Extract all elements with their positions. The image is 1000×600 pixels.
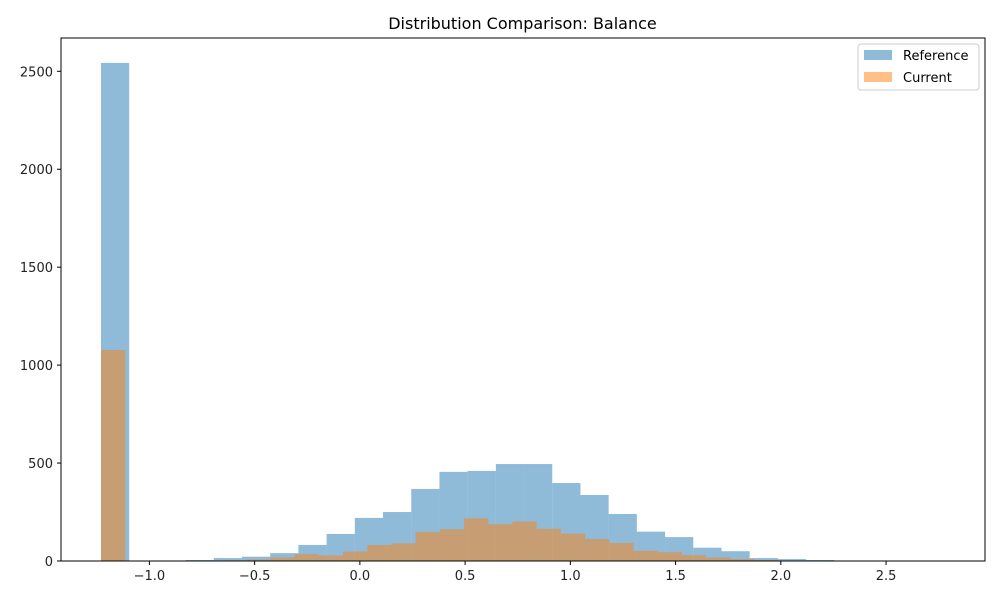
histogram-bar-reference bbox=[721, 551, 750, 561]
histogram-bar-current bbox=[730, 559, 755, 561]
x-tick-label: 1.0 bbox=[560, 569, 581, 584]
histogram-bar-reference bbox=[242, 556, 271, 561]
histogram-bar-current bbox=[488, 524, 513, 561]
histogram-bar-current bbox=[464, 518, 489, 561]
legend-swatch-reference bbox=[864, 50, 892, 60]
histogram-bar-current bbox=[246, 559, 271, 561]
y-axis: 0 500 1000 1500 2000 2500 bbox=[20, 65, 61, 570]
histogram-bar-current bbox=[100, 350, 126, 561]
histogram-bar-current bbox=[706, 557, 731, 561]
histogram-bar-current bbox=[633, 550, 658, 561]
x-tick-label: 0.0 bbox=[350, 569, 371, 584]
legend: Reference Current bbox=[857, 43, 980, 91]
chart-title: Distribution Comparison: Balance bbox=[388, 14, 657, 33]
x-tick-label: 1.5 bbox=[665, 569, 686, 584]
histogram-bar-current bbox=[343, 551, 368, 561]
histogram-bar-reference bbox=[213, 558, 243, 561]
histogram-bar-current bbox=[560, 533, 586, 561]
histogram-bar-current bbox=[609, 542, 634, 561]
histogram-bar-reference bbox=[749, 558, 778, 561]
y-tick-label: 1000 bbox=[20, 359, 53, 374]
histogram-bar-current bbox=[391, 543, 416, 561]
histogram-bar-current bbox=[294, 554, 319, 561]
y-tick-label: 1500 bbox=[20, 261, 53, 276]
legend-swatch-current bbox=[864, 72, 892, 82]
histogram-bar-current bbox=[318, 555, 344, 561]
x-tick-label: −1.0 bbox=[134, 569, 166, 584]
histogram-bar-current bbox=[536, 528, 561, 561]
x-axis: −1.0 −0.5 0.0 0.5 1.0 1.5 2.0 2.5 bbox=[134, 561, 897, 584]
plot-frame bbox=[60, 37, 986, 562]
legend-label-current: Current bbox=[903, 71, 952, 86]
legend-label-reference: Reference bbox=[903, 49, 968, 64]
histogram-bar-current bbox=[367, 544, 392, 561]
histogram-bar-current bbox=[657, 552, 682, 561]
histogram-bar-current bbox=[512, 521, 537, 561]
y-tick-label: 500 bbox=[28, 457, 53, 472]
histogram-bar-current bbox=[415, 532, 440, 561]
y-tick-label: 2500 bbox=[20, 65, 53, 80]
bars-layer bbox=[100, 62, 948, 561]
y-tick-label: 2000 bbox=[20, 163, 53, 178]
x-tick-label: 2.5 bbox=[876, 569, 897, 584]
x-tick-label: −0.5 bbox=[239, 569, 271, 584]
histogram-bar-current bbox=[585, 539, 610, 561]
x-tick-label: 2.0 bbox=[770, 569, 791, 584]
x-tick-label: 0.5 bbox=[455, 569, 476, 584]
histogram-bar-current bbox=[270, 557, 295, 561]
histogram-bar-current bbox=[681, 555, 707, 561]
histogram-bar-current bbox=[439, 529, 465, 561]
histogram-bar-reference bbox=[270, 553, 299, 561]
series-current bbox=[100, 350, 828, 561]
histogram-bar-reference bbox=[777, 559, 807, 561]
series-reference bbox=[100, 62, 948, 561]
y-tick-label: 0 bbox=[45, 555, 53, 570]
